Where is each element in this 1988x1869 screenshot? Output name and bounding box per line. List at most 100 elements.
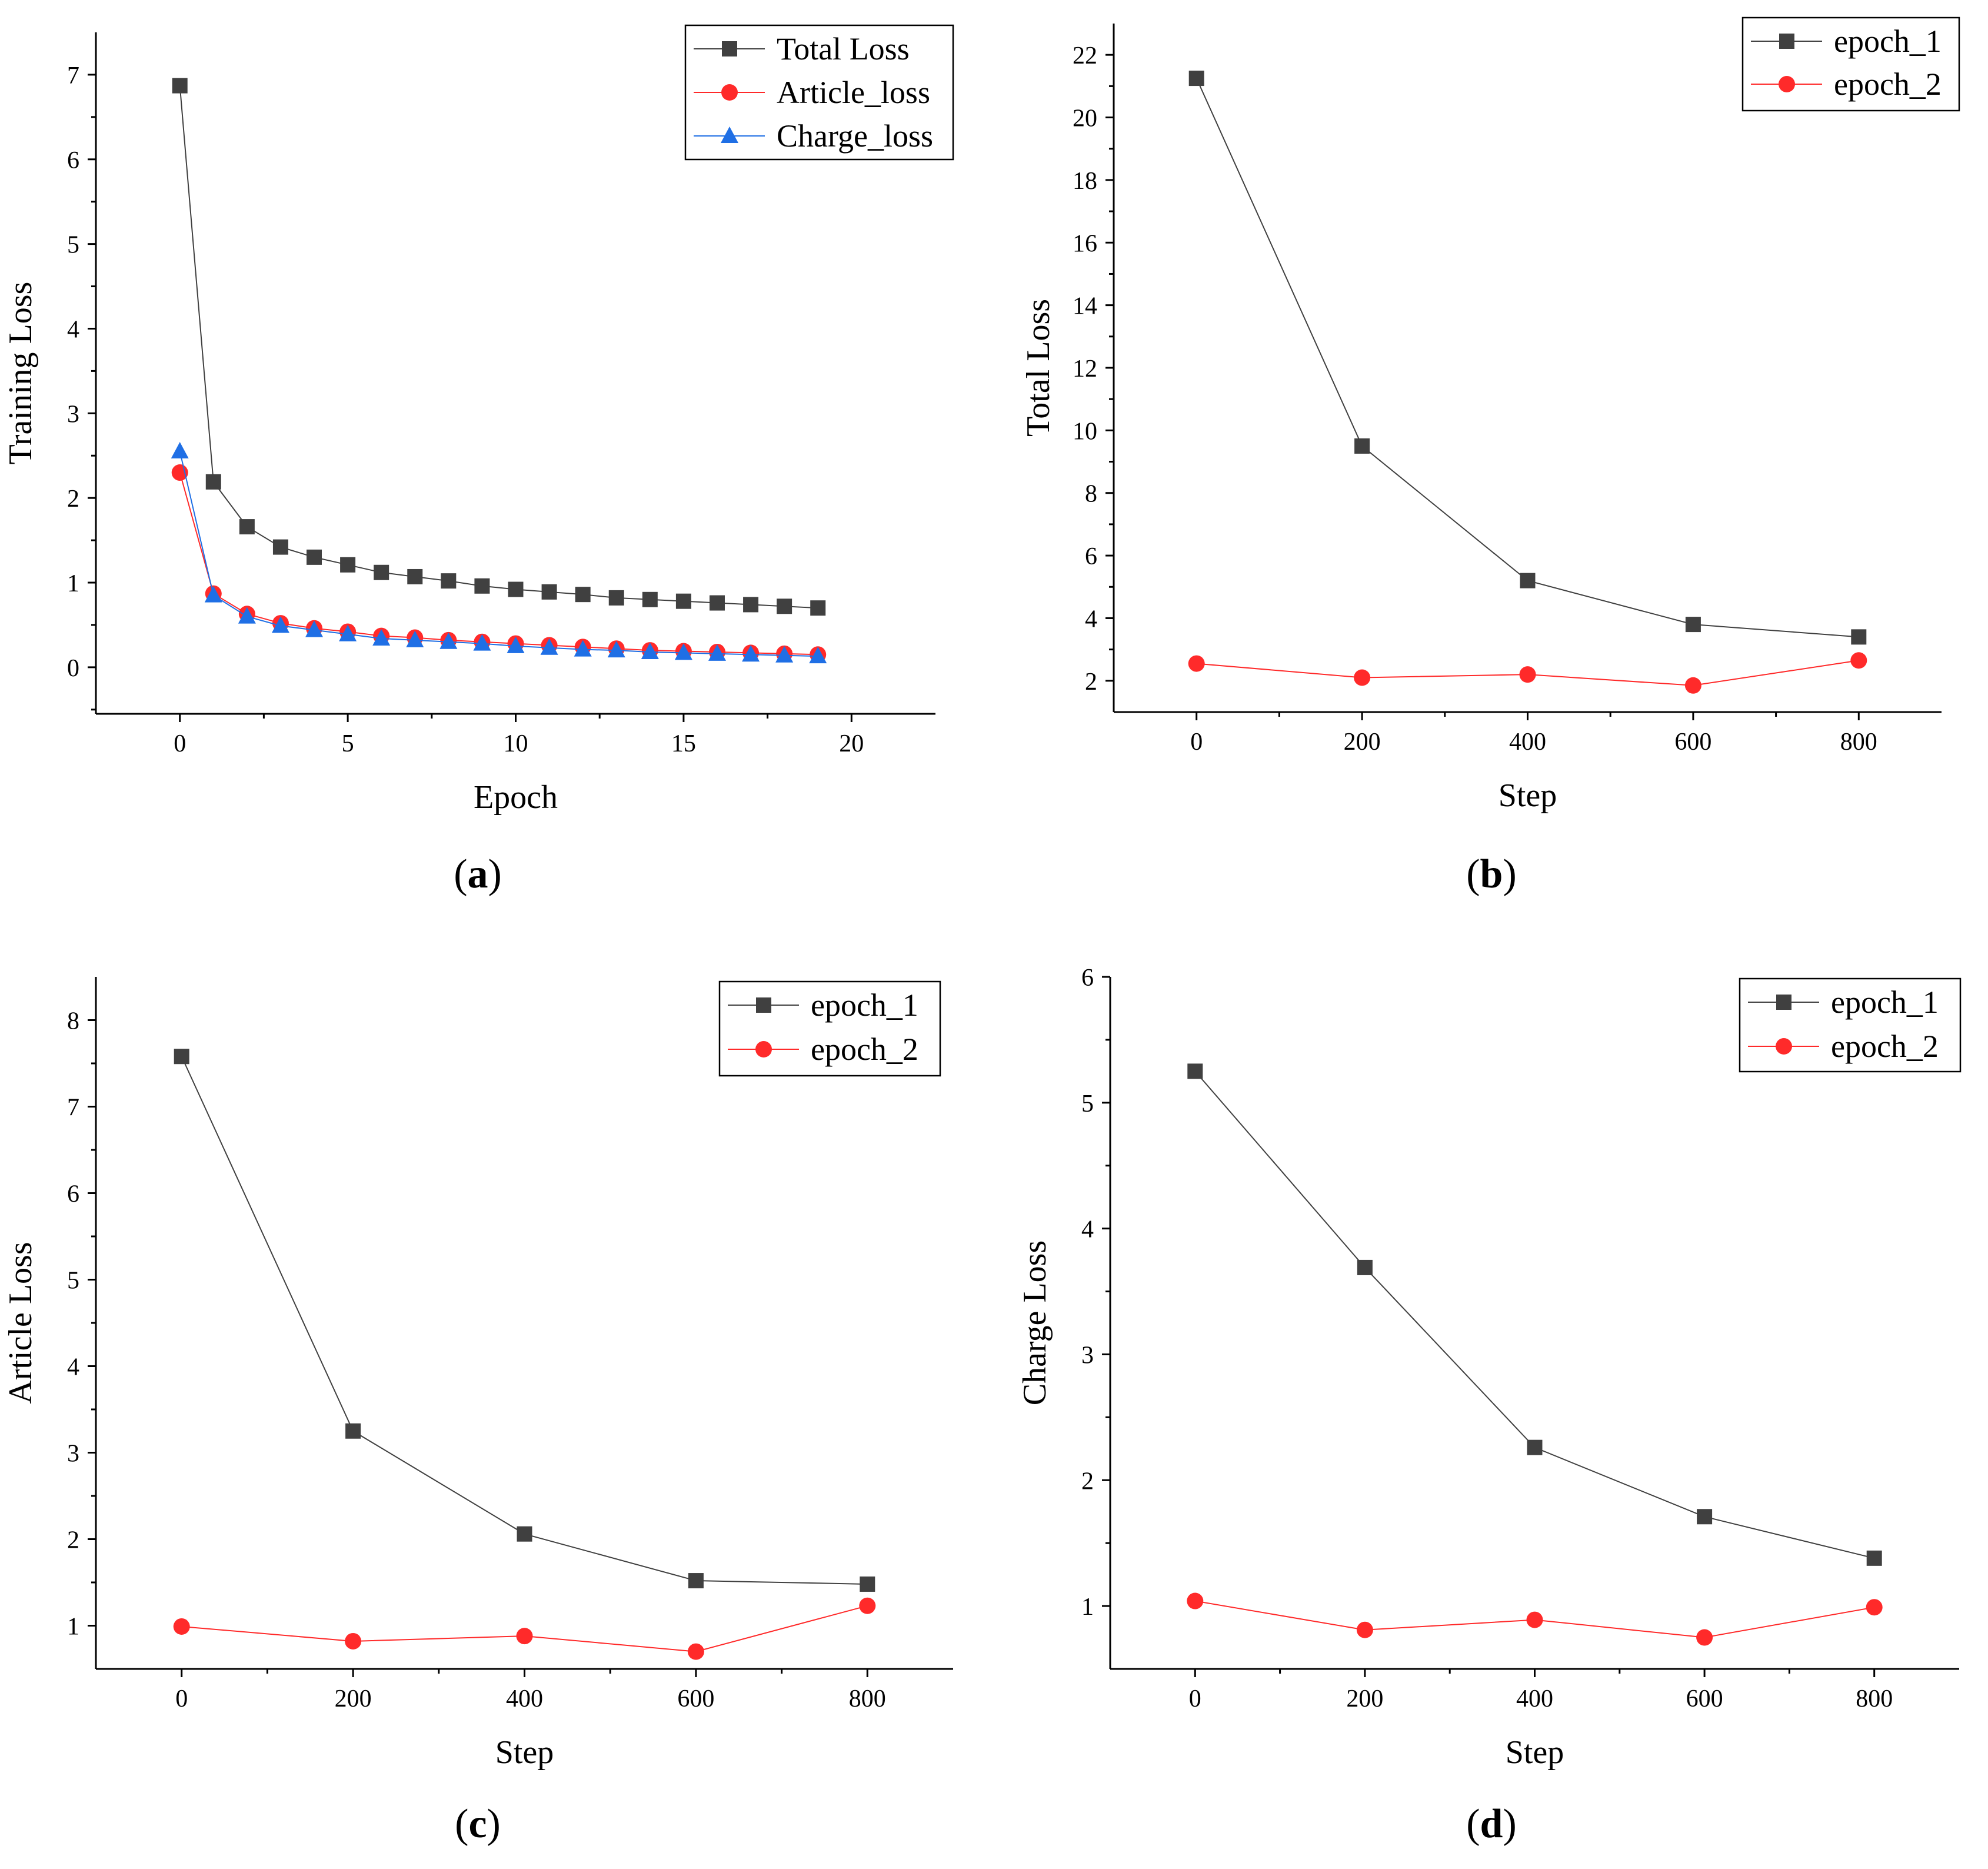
y-tick-label: 18	[1073, 168, 1097, 195]
data-point	[272, 539, 288, 555]
y-tick-label: 10	[1073, 418, 1097, 445]
data-point	[345, 1632, 362, 1649]
chart-panel-d: 1 2 3 4 5 6 0 200 400 600 800 Step Charge Loss epoch_…	[1017, 965, 1962, 1847]
series-Total Loss	[172, 78, 826, 616]
data-point	[641, 642, 659, 659]
series-line	[179, 451, 818, 657]
data-point	[374, 564, 389, 580]
data-point	[1519, 666, 1536, 683]
y-tick-label: 4	[67, 316, 79, 343]
y-tick-label: 2	[67, 1527, 79, 1554]
data-point	[607, 641, 625, 658]
data-point	[508, 581, 524, 597]
y-tick-label: 5	[67, 232, 79, 259]
legend: Total Loss Article_loss Charge_loss	[684, 24, 954, 161]
panel-caption: (c)	[455, 1801, 501, 1847]
caption-letter: c	[468, 1801, 487, 1847]
data-point	[1850, 652, 1867, 669]
data-point	[575, 587, 591, 603]
caption-letter: d	[1480, 1801, 1503, 1847]
series-epoch_1	[1187, 1063, 1882, 1566]
x-tick-label: 200	[1346, 1685, 1383, 1712]
caption-close: )	[1503, 852, 1516, 897]
data-point	[307, 549, 322, 565]
x-axis-title: Step	[1506, 1734, 1564, 1771]
legend-marker	[1776, 1038, 1792, 1055]
data-point	[859, 1597, 876, 1614]
x-tick-label: 400	[506, 1685, 543, 1712]
data-point	[239, 519, 255, 535]
data-point	[1696, 1629, 1713, 1646]
data-point	[860, 1576, 875, 1592]
legend: epoch_1 epoch_2	[718, 980, 941, 1077]
data-point	[173, 1618, 190, 1635]
y-tick-label: 4	[1081, 1216, 1094, 1243]
legend-label: Charge_loss	[777, 118, 933, 154]
y-tick-label: 16	[1073, 230, 1097, 257]
y-tick-label: 8	[67, 1008, 79, 1035]
series-epoch_1	[1188, 71, 1867, 645]
y-tick-label: 2	[67, 485, 79, 513]
x-tick-label: 200	[1344, 729, 1381, 756]
data-point	[372, 628, 391, 646]
y-tick-label: 3	[67, 401, 79, 428]
x-tick-label: 600	[1686, 1685, 1723, 1712]
series-Charge_loss	[171, 442, 827, 664]
x-tick-label: 200	[335, 1685, 372, 1712]
y-axis-title: Total Loss	[1020, 299, 1057, 437]
x-tick-label: 15	[671, 730, 696, 757]
x-tick-label: 0	[175, 1685, 188, 1712]
data-point	[574, 640, 592, 657]
legend-marker	[1776, 995, 1791, 1010]
y-tick-label: 7	[67, 62, 79, 89]
series-epoch_2	[1187, 1592, 1883, 1646]
data-point	[1866, 1550, 1882, 1566]
x-tick-label: 600	[677, 1685, 714, 1712]
data-point	[1866, 1599, 1883, 1616]
data-point	[441, 573, 457, 589]
caption-letter: b	[1480, 852, 1503, 897]
series-line	[179, 85, 818, 609]
caption-open: (	[1466, 852, 1480, 897]
legend-label: epoch_2	[1831, 1029, 1939, 1064]
x-axis-title: Step	[495, 1734, 554, 1771]
y-tick-label: 6	[67, 1181, 79, 1208]
caption-letter: a	[468, 852, 488, 897]
series-epoch_2	[1188, 652, 1867, 694]
data-point	[174, 1049, 189, 1065]
data-point	[1526, 1611, 1543, 1628]
panel-caption: (a)	[454, 852, 502, 897]
data-point	[608, 590, 624, 606]
data-point	[687, 1643, 704, 1660]
x-axis-title: Step	[1499, 777, 1557, 814]
data-point	[1354, 438, 1370, 454]
x-tick-label: 10	[504, 730, 528, 757]
data-point	[540, 638, 558, 655]
caption-close: )	[1503, 1801, 1516, 1847]
data-point	[688, 1573, 704, 1589]
caption-open: (	[455, 1801, 468, 1847]
panel-caption: (b)	[1466, 852, 1517, 897]
y-tick-label: 6	[67, 147, 79, 174]
legend-marker	[756, 997, 771, 1013]
series-epoch_1	[174, 1049, 875, 1592]
data-point	[742, 645, 760, 662]
data-point	[345, 1423, 361, 1439]
data-point	[1851, 629, 1867, 645]
data-point	[810, 600, 826, 616]
data-point	[305, 620, 324, 637]
series-Article_loss	[171, 464, 827, 663]
data-point	[439, 632, 458, 649]
legend-label: epoch_1	[1834, 24, 1942, 59]
data-point	[473, 634, 491, 651]
x-tick-label: 0	[1189, 1685, 1201, 1712]
legend-box	[1739, 977, 1962, 1073]
data-point	[516, 1628, 533, 1645]
series-line	[1196, 78, 1859, 638]
data-point	[204, 586, 222, 603]
data-point	[809, 647, 827, 664]
data-point	[1685, 617, 1701, 633]
data-point	[1188, 71, 1204, 87]
data-point	[1187, 1063, 1203, 1079]
